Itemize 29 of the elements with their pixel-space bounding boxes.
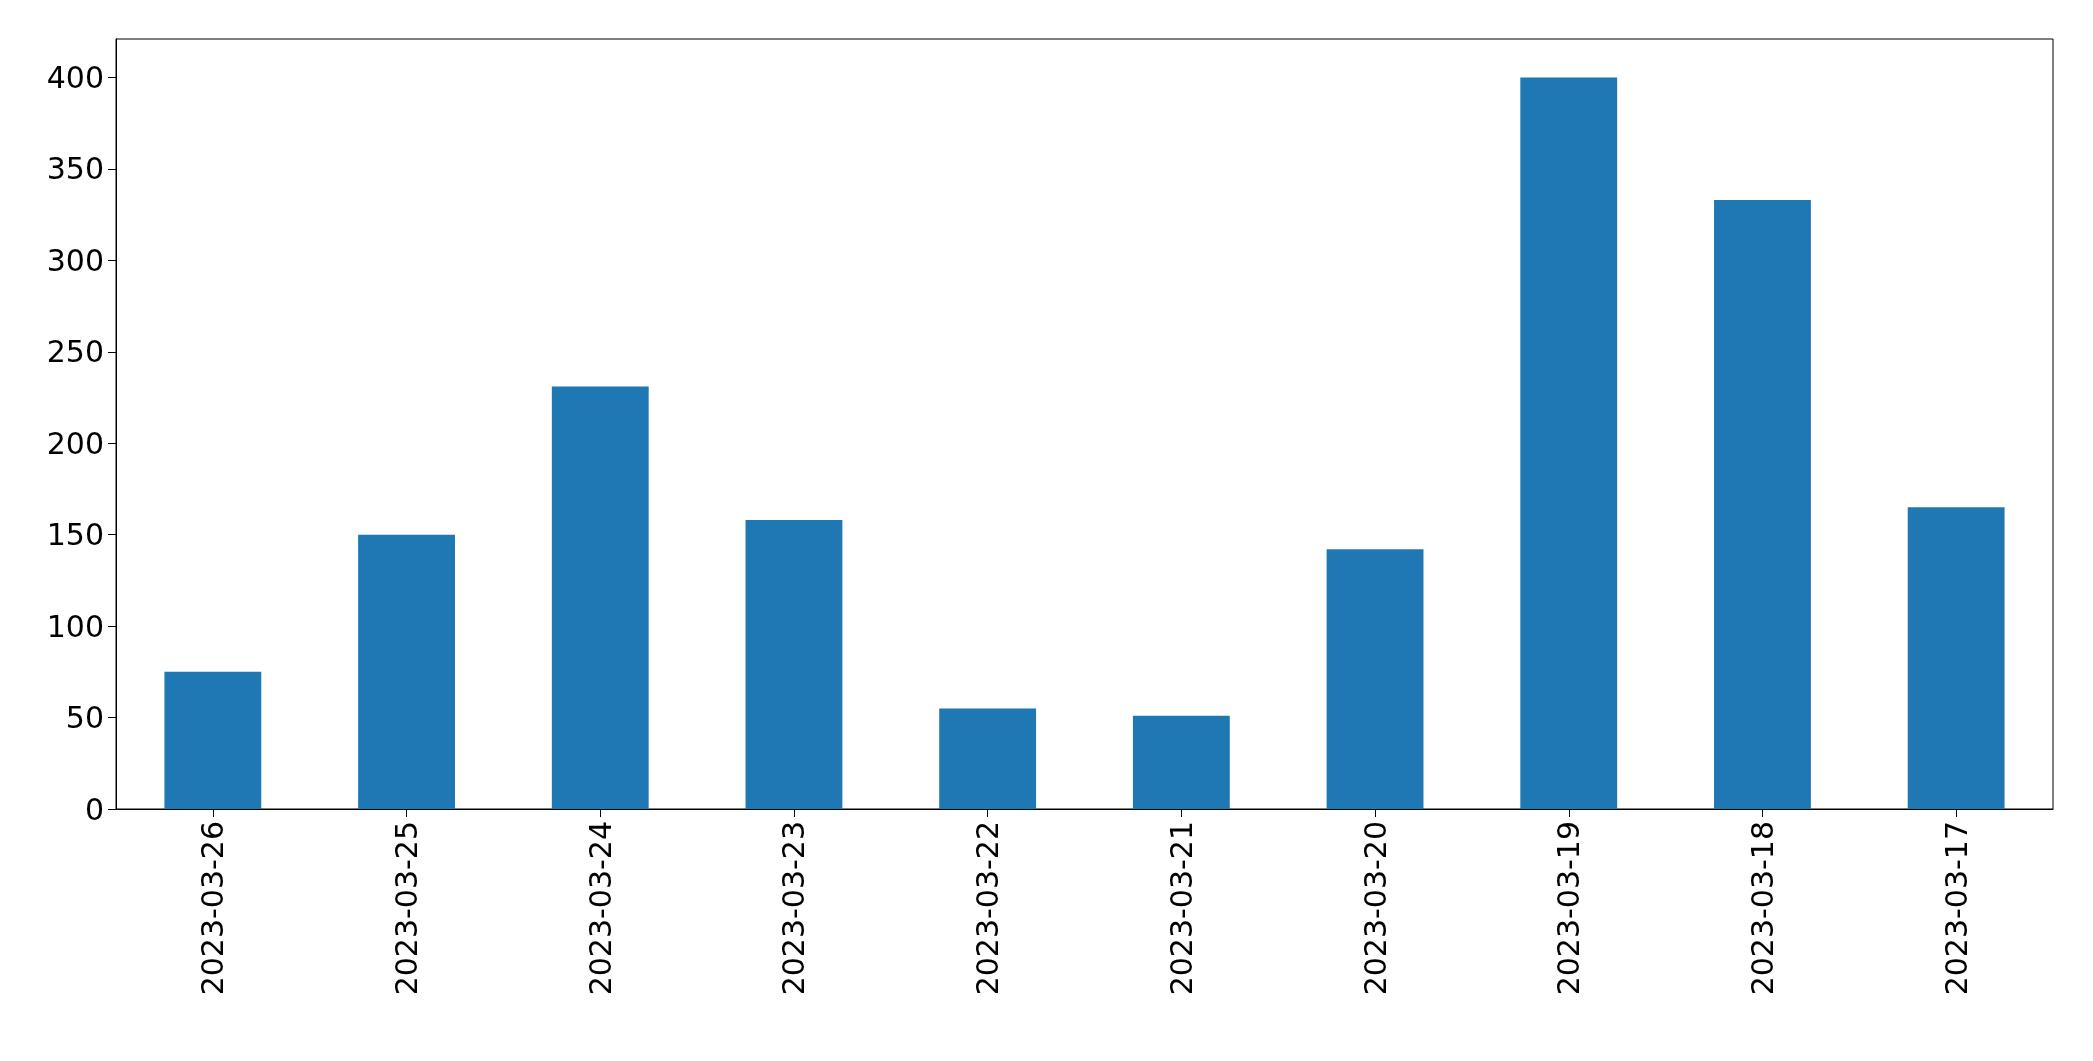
x-tick-label: 2023-03-24 bbox=[582, 821, 618, 996]
x-tick-label: 2023-03-25 bbox=[389, 821, 425, 996]
y-tick-label: 150 bbox=[46, 517, 104, 553]
y-tick-label: 200 bbox=[46, 425, 104, 461]
x-tick-label: 2023-03-23 bbox=[776, 821, 812, 996]
bar bbox=[939, 708, 1037, 809]
bar bbox=[164, 671, 262, 809]
x-tick-label: 2023-03-26 bbox=[195, 821, 231, 996]
y-tick-label: 300 bbox=[46, 242, 104, 278]
x-tick-label: 2023-03-17 bbox=[1938, 821, 1974, 996]
bar bbox=[1907, 507, 2005, 809]
y-tick-label: 250 bbox=[46, 334, 104, 370]
x-tick-label: 2023-03-19 bbox=[1551, 821, 1587, 996]
y-tick-label: 350 bbox=[46, 151, 104, 187]
bar bbox=[1326, 549, 1424, 809]
y-tick-label: 400 bbox=[46, 59, 104, 95]
x-tick-label: 2023-03-18 bbox=[1744, 821, 1780, 996]
y-tick-label: 50 bbox=[65, 700, 104, 736]
bar bbox=[1132, 715, 1230, 809]
bar bbox=[1520, 77, 1618, 809]
x-tick-label: 2023-03-21 bbox=[1163, 821, 1199, 996]
y-tick-label: 100 bbox=[46, 608, 104, 644]
bar bbox=[551, 386, 649, 809]
x-tick-label: 2023-03-20 bbox=[1357, 821, 1393, 996]
bar bbox=[358, 534, 455, 809]
y-tick-label: 0 bbox=[84, 791, 104, 827]
bar bbox=[1714, 199, 1811, 809]
x-tick-label: 2023-03-22 bbox=[970, 821, 1006, 996]
bar bbox=[745, 520, 843, 809]
